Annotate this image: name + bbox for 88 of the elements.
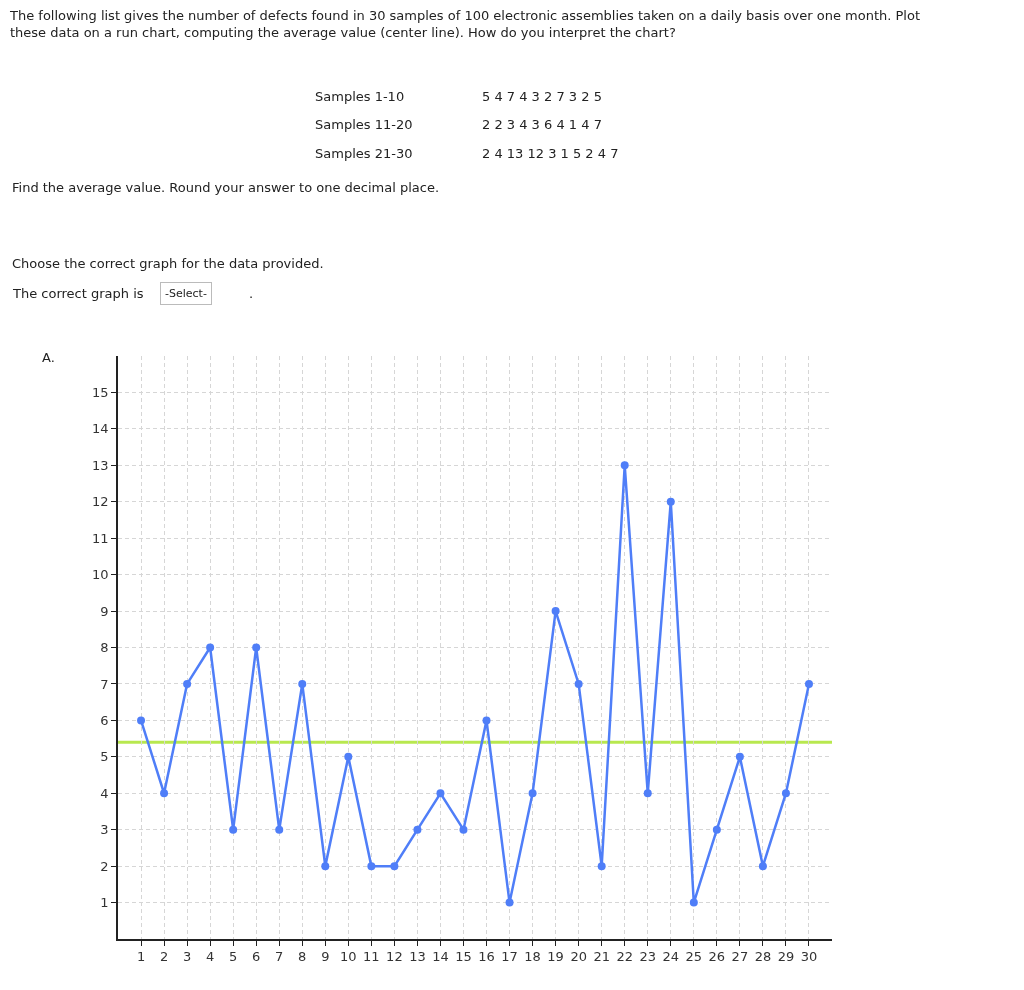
point	[482, 716, 491, 725]
point	[666, 497, 675, 506]
point	[735, 752, 744, 761]
text: Samples 21-30	[315, 146, 413, 161]
y-tick-label: 3	[100, 822, 109, 838]
x-tick-label: 27	[731, 949, 749, 965]
x-tick-label: 18	[524, 949, 541, 965]
text: The correct graph is	[12, 286, 144, 301]
x-tick-label: 2	[159, 949, 169, 965]
x-tick-label: 28	[754, 949, 772, 965]
x-tick-label: 13	[409, 949, 426, 965]
y-tick-label: 7	[100, 676, 109, 692]
point	[574, 679, 583, 688]
x-tick-label: 16	[478, 949, 495, 965]
x-tick-label: 1	[136, 949, 146, 965]
y-tick-label: 14	[92, 421, 109, 437]
y-tick-label: 11	[92, 530, 109, 546]
point	[137, 716, 146, 725]
x-tick-label: 26	[708, 949, 726, 965]
text: .	[249, 286, 254, 301]
point	[459, 825, 468, 834]
y-tick-label: 9	[100, 603, 109, 619]
y-tick-label: 10	[92, 567, 109, 583]
point	[597, 862, 606, 871]
point	[551, 607, 560, 616]
x-tick-label: 23	[639, 949, 657, 965]
x-tick-label: 10	[340, 949, 357, 965]
chart-title: The following list gives the number of defects found in 30 samples of 100 electronic assemblies taken on a daily basis over one month. Plot these data on a run chart, computing the average value (center line). How do you interpret the chart?	[9, 8, 921, 40]
text: Find the average value. Round your answer to one decimal place.	[12, 180, 440, 195]
point	[804, 679, 813, 688]
point	[436, 789, 445, 798]
y-tick-label: 1	[100, 895, 109, 911]
y-tick-label: 2	[100, 858, 109, 874]
point	[298, 679, 307, 688]
x-tick-label: 5	[229, 949, 238, 965]
point	[505, 898, 514, 907]
y-tick-label: 15	[92, 384, 109, 400]
x-tick-label: 9	[321, 949, 330, 965]
point	[367, 862, 376, 871]
point	[344, 752, 353, 761]
text: Samples 1-10	[315, 89, 405, 104]
x-tick-label: 22	[616, 949, 633, 965]
point	[712, 825, 721, 834]
point	[390, 862, 399, 871]
point	[229, 825, 238, 834]
text: -Select-	[165, 287, 207, 300]
x-tick-label: 29	[777, 949, 795, 965]
point	[781, 789, 790, 798]
point	[206, 643, 215, 652]
point	[160, 789, 169, 798]
y-tick-label: 5	[100, 749, 109, 765]
point	[689, 898, 698, 907]
x-tick-label: 11	[363, 949, 380, 965]
x-tick-label: 14	[432, 949, 449, 965]
x-tick-label: 20	[570, 949, 587, 965]
x-tick-label: 8	[298, 949, 307, 965]
text: Samples 11-20	[315, 117, 413, 132]
text: Choose the correct graph for the data provided.	[12, 256, 324, 271]
x-tick-label: 3	[182, 949, 192, 965]
text: 2 2 3 4 3 6 4 1 4 7	[482, 117, 602, 132]
x-tick-label: 21	[593, 949, 610, 965]
point	[620, 461, 629, 470]
y-tick-label: 6	[100, 712, 109, 728]
y-tick-label: 4	[100, 785, 109, 801]
point	[321, 862, 330, 871]
y-tick-label: 8	[100, 640, 109, 656]
y-tick-label: 12	[92, 494, 109, 510]
y-tick-label: 13	[92, 457, 109, 473]
x-tick-label: 6	[252, 949, 261, 965]
x-tick-label: 12	[386, 949, 403, 965]
point	[758, 862, 767, 871]
point	[528, 789, 537, 798]
x-tick-label: 17	[501, 949, 518, 965]
point	[275, 825, 284, 834]
text: 5 4 7 4 3 2 7 3 2 5	[482, 89, 602, 104]
x-tick-label: 15	[455, 949, 472, 965]
x-tick-label: 7	[275, 949, 284, 965]
point	[183, 679, 192, 688]
text: 2 4 13 12 3 1 5 2 4 7	[482, 146, 619, 161]
point	[413, 825, 422, 834]
point	[643, 789, 652, 798]
text: A.	[42, 350, 55, 365]
x-tick-label: 24	[662, 949, 680, 965]
x-tick-label: 30	[800, 949, 818, 965]
x-tick-label: 19	[547, 949, 564, 965]
x-tick-label: 4	[205, 949, 215, 965]
point	[252, 643, 261, 652]
x-tick-label: 25	[685, 949, 703, 965]
